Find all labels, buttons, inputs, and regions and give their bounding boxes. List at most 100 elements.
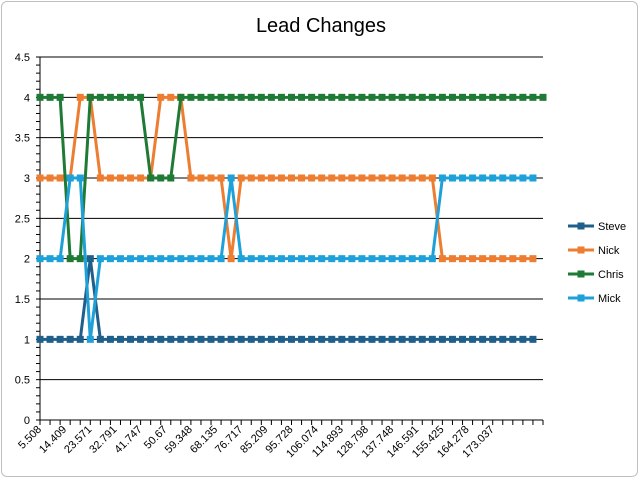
data-point xyxy=(76,93,84,101)
data-point xyxy=(167,255,175,263)
data-point xyxy=(46,255,54,263)
data-point xyxy=(509,335,517,343)
data-point xyxy=(318,255,326,263)
data-point xyxy=(408,174,416,182)
data-point xyxy=(197,174,205,182)
legend-label: Chris xyxy=(598,269,624,281)
data-point xyxy=(277,335,285,343)
data-point xyxy=(137,93,145,101)
data-point xyxy=(438,93,446,101)
data-point xyxy=(448,93,456,101)
data-point xyxy=(177,93,185,101)
data-point xyxy=(207,93,215,101)
data-point xyxy=(207,255,215,263)
data-point xyxy=(106,174,114,182)
data-point xyxy=(338,93,346,101)
data-point xyxy=(539,93,547,101)
data-point xyxy=(448,255,456,263)
data-point xyxy=(106,335,114,343)
data-point xyxy=(247,93,255,101)
data-point xyxy=(157,335,165,343)
data-point xyxy=(247,335,255,343)
data-point xyxy=(197,93,205,101)
data-point xyxy=(328,174,336,182)
legend-label: Mick xyxy=(598,293,621,305)
data-point xyxy=(127,255,135,263)
data-point xyxy=(428,335,436,343)
data-point xyxy=(247,255,255,263)
data-point xyxy=(418,174,426,182)
data-point xyxy=(56,255,64,263)
y-tick-label: 4.5 xyxy=(15,52,30,64)
data-point xyxy=(257,174,265,182)
data-point xyxy=(368,255,376,263)
data-point xyxy=(358,174,366,182)
data-point xyxy=(479,335,487,343)
data-point xyxy=(187,93,195,101)
data-point xyxy=(257,255,265,263)
data-point xyxy=(127,93,135,101)
data-point xyxy=(36,255,44,263)
data-point xyxy=(499,255,507,263)
data-point xyxy=(308,174,316,182)
data-point xyxy=(428,93,436,101)
data-point xyxy=(76,255,84,263)
data-point xyxy=(157,255,165,263)
data-point xyxy=(428,174,436,182)
data-point xyxy=(398,255,406,263)
data-point xyxy=(529,255,537,263)
data-point xyxy=(459,174,467,182)
y-tick-label: 1 xyxy=(24,334,30,346)
data-point xyxy=(227,335,235,343)
data-point xyxy=(86,93,94,101)
data-point xyxy=(519,174,527,182)
data-point xyxy=(66,174,74,182)
legend: Steve Nick Chris Mick xyxy=(568,221,626,305)
data-point xyxy=(217,335,225,343)
data-point xyxy=(157,174,165,182)
data-point xyxy=(368,93,376,101)
data-point xyxy=(207,174,215,182)
data-point xyxy=(338,255,346,263)
data-point xyxy=(348,93,356,101)
data-point xyxy=(167,174,175,182)
data-point xyxy=(398,335,406,343)
data-point xyxy=(328,93,336,101)
data-point xyxy=(96,335,104,343)
data-point xyxy=(116,255,124,263)
legend-marker xyxy=(577,294,585,302)
data-point xyxy=(147,335,155,343)
data-point xyxy=(489,174,497,182)
data-point xyxy=(247,174,255,182)
data-point xyxy=(499,335,507,343)
data-point xyxy=(227,174,235,182)
data-point xyxy=(237,335,245,343)
data-point xyxy=(66,335,74,343)
data-point xyxy=(459,255,467,263)
data-point xyxy=(76,174,84,182)
data-point xyxy=(418,335,426,343)
y-tick-label: 3 xyxy=(24,173,30,185)
data-point xyxy=(167,93,175,101)
chart-area: Lead Changes 0 0.5 1 1.5 2 2.5 3 3.5 4 4.5 5.508 14… xyxy=(1,1,638,477)
series-lines xyxy=(36,93,547,343)
data-point xyxy=(207,335,215,343)
data-point xyxy=(418,255,426,263)
data-point xyxy=(106,255,114,263)
data-point xyxy=(529,335,537,343)
y-tick-label: 2 xyxy=(24,254,30,266)
data-point xyxy=(378,255,386,263)
data-point xyxy=(288,174,295,182)
data-point xyxy=(127,174,135,182)
data-point xyxy=(267,255,275,263)
data-point xyxy=(388,174,396,182)
data-point xyxy=(298,174,306,182)
data-point xyxy=(358,255,366,263)
y-tick-label: 0 xyxy=(24,415,30,427)
data-point xyxy=(147,255,155,263)
data-point xyxy=(288,93,295,101)
data-point xyxy=(277,174,285,182)
data-point xyxy=(237,174,245,182)
data-point xyxy=(288,335,295,343)
data-point xyxy=(509,93,517,101)
